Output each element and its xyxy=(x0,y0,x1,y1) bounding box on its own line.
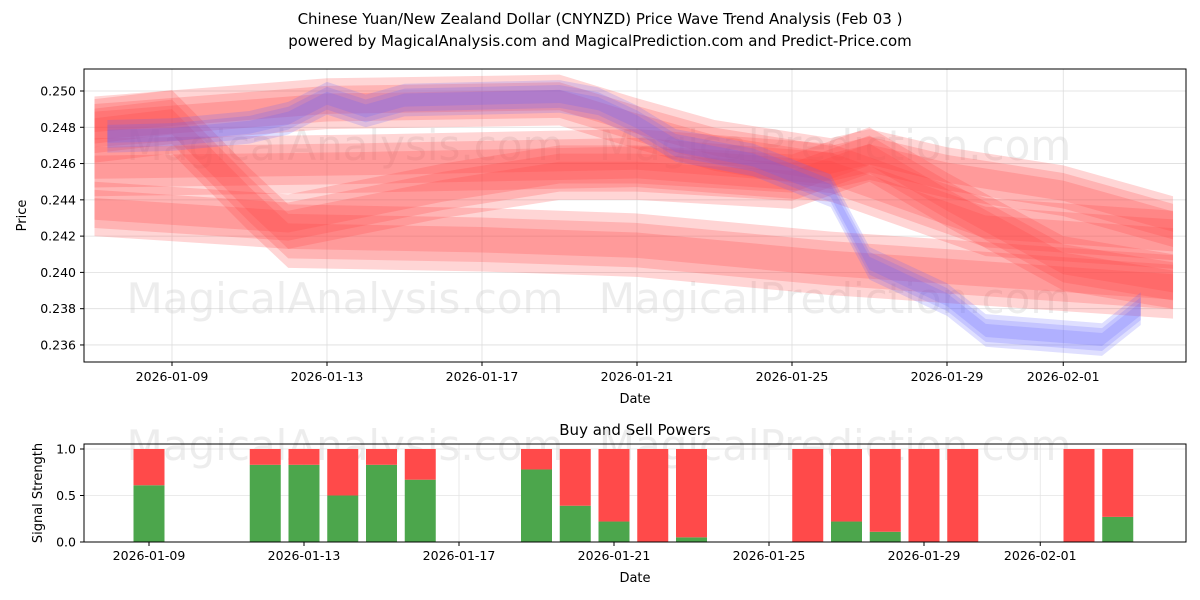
sell-bar xyxy=(366,449,397,465)
x-tick-label: 2026-01-21 xyxy=(601,369,674,384)
wave-blue-1-band xyxy=(107,80,1141,356)
y-tick-label: 0.244 xyxy=(40,192,76,207)
sell-bar xyxy=(521,449,552,470)
chart-title: Chinese Yuan/New Zealand Dollar (CNYNZD)… xyxy=(297,10,903,28)
x-tick-label: 2026-01-21 xyxy=(578,548,651,563)
buy-bar xyxy=(404,479,436,542)
sell-bar xyxy=(831,449,862,522)
x-tick-label: 2026-01-09 xyxy=(113,548,186,563)
wave-red-4-band xyxy=(94,135,1174,301)
x-tick-label: 2026-01-13 xyxy=(291,369,364,384)
x-tick-label: 2026-01-29 xyxy=(911,369,984,384)
buy-bar xyxy=(559,505,591,542)
sell-bar xyxy=(792,449,824,542)
watermark: MagicalAnalysis.com xyxy=(127,274,564,323)
buy-bar xyxy=(831,521,862,542)
plot-frame xyxy=(83,68,1187,363)
y-tick-label: 1.0 xyxy=(56,442,76,457)
x-tick-label: 2026-01-29 xyxy=(888,548,961,563)
signal-plot: Buy and Sell Powers 2026-01-09 2026-01-13 2… xyxy=(31,421,1187,586)
y-tick-label: 0.238 xyxy=(40,301,76,316)
y-axis-label: Signal Strength xyxy=(31,443,46,543)
sell-bar xyxy=(559,449,591,506)
wave-red-1-band xyxy=(94,129,1174,269)
x-tick-label: 2026-02-01 xyxy=(1004,548,1077,563)
sell-bar xyxy=(1063,449,1095,542)
sell-bar xyxy=(327,449,359,496)
y-tick-label: 0.240 xyxy=(40,265,76,280)
buy-bar xyxy=(676,537,707,542)
wave-red-4-band xyxy=(94,143,1174,293)
x-tick-label: 2026-01-25 xyxy=(756,369,829,384)
buy-bar xyxy=(133,485,165,542)
wave-red-3-band xyxy=(94,74,1174,248)
y-tick-label: 0.5 xyxy=(56,488,76,503)
y-tick-label: 0.250 xyxy=(40,84,76,99)
wave-blue-1-band xyxy=(107,85,1141,351)
y-axis-label: Price xyxy=(15,200,30,232)
plot-frame xyxy=(83,443,1187,543)
price-plot: 2026-01-09 2026-01-13 2026-01-17 2026-01-21… xyxy=(15,68,1187,407)
wave-red-2-band xyxy=(94,99,1174,310)
y-tick-label: 0.248 xyxy=(40,120,76,135)
x-axis-label: Date xyxy=(619,571,650,586)
buy-bar xyxy=(521,469,552,542)
watermark: MagicalPrediction.com xyxy=(599,121,1072,170)
wave-red-1-band xyxy=(94,137,1174,261)
y-tick-label: 0.242 xyxy=(40,229,76,244)
wave-layer xyxy=(94,74,1174,356)
x-axis-label: Date xyxy=(619,392,650,407)
x-tick-label: 2026-01-25 xyxy=(733,548,806,563)
y-tick-label: 0.236 xyxy=(40,337,76,352)
x-tick-label: 2026-01-09 xyxy=(136,369,209,384)
wave-red-3-band xyxy=(94,89,1174,232)
buy-bar xyxy=(1102,516,1134,542)
y-tick-label: 0.246 xyxy=(40,156,76,171)
buy-bar xyxy=(366,464,397,542)
buy-bar xyxy=(869,531,901,542)
wave-red-2-band xyxy=(94,109,1174,300)
signal-chart-title: Buy and Sell Powers xyxy=(559,421,711,439)
sell-bar xyxy=(676,449,707,538)
sell-bar xyxy=(947,449,979,542)
watermark: MagicalPrediction.com xyxy=(599,274,1072,323)
buy-bar xyxy=(249,464,281,542)
y-tick-label: 0.0 xyxy=(56,535,76,550)
sell-bar xyxy=(869,449,901,532)
x-tick-label: 2026-01-17 xyxy=(423,548,496,563)
sell-bar xyxy=(908,449,940,542)
x-tick-label: 2026-02-01 xyxy=(1027,369,1100,384)
wave-red-1-band xyxy=(94,146,1174,252)
sell-bar xyxy=(598,449,630,522)
sell-bar xyxy=(637,449,669,542)
buy-bar xyxy=(288,464,320,542)
sell-bar xyxy=(288,449,320,465)
wave-red-2-band xyxy=(94,90,1174,319)
wave-red-4-band xyxy=(94,127,1174,309)
x-tick-label: 2026-01-13 xyxy=(268,548,341,563)
watermark: MagicalAnalysis.com xyxy=(127,121,564,170)
buy-bar xyxy=(327,495,359,542)
sell-bar xyxy=(404,449,436,480)
x-tick-label: 2026-01-17 xyxy=(446,369,519,384)
buy-bar xyxy=(598,521,630,542)
wave-red-3-band xyxy=(94,82,1174,240)
sell-bar xyxy=(133,449,165,486)
chart-subtitle: powered by MagicalAnalysis.com and Magic… xyxy=(288,32,912,50)
sell-bar xyxy=(1102,449,1134,517)
sell-bar xyxy=(249,449,281,465)
